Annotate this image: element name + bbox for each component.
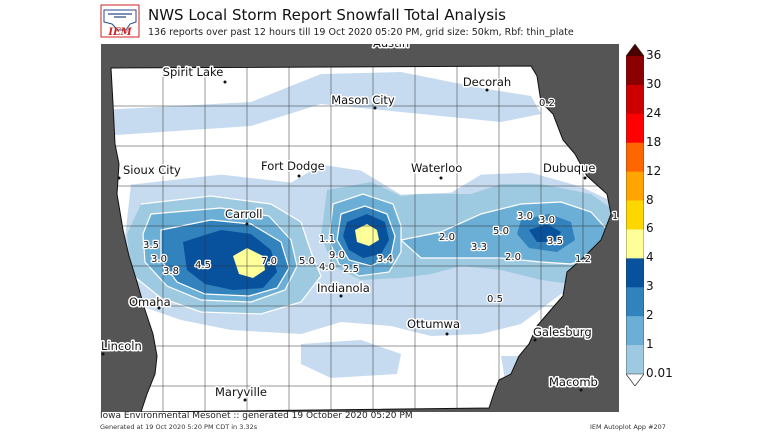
footer-generated: Generated at 19 Oct 2020 5:20 PM CDT in … <box>100 423 258 431</box>
colorbar-segment <box>626 113 644 144</box>
contour-label: 0.5 <box>487 294 503 305</box>
colorbar-segment <box>626 84 644 115</box>
contour-label: 2.0 <box>439 232 455 243</box>
footer-credit: Iowa Environmental Mesonet :: generated … <box>100 411 413 421</box>
city-marker <box>485 88 489 92</box>
colorbar-label: 2 <box>646 308 654 323</box>
iowa-outline <box>110 65 612 413</box>
contour-band-south <box>301 340 401 378</box>
colorbar-segment <box>626 316 644 346</box>
contour-label: 3.4 <box>377 254 393 265</box>
contour-label: 2.0 <box>505 252 521 263</box>
colorbar <box>625 43 645 387</box>
colorbar-segment <box>626 200 644 230</box>
contour-band-6-west <box>233 248 265 278</box>
colorbar-segment <box>626 287 644 317</box>
contour-label: 4.5 <box>195 260 211 271</box>
city-label-galesburg: Galesburg <box>533 325 592 339</box>
contour-label: 1.2 <box>575 254 591 265</box>
snowfall-map: Spirit Lake Mason City Decorah Sioux City Fo… <box>100 35 620 413</box>
colorbar-segment <box>626 171 644 202</box>
contour-label: 1 <box>612 211 618 222</box>
county-lines <box>111 66 611 412</box>
colorbar-label: 6 <box>646 221 654 236</box>
page-subtitle: 136 reports over past 12 hours till 19 O… <box>148 27 574 38</box>
city-marker <box>297 174 301 178</box>
city-label-carroll: Carroll <box>225 207 263 221</box>
city-marker <box>445 332 449 336</box>
colorbar-label: 12 <box>646 163 662 178</box>
colorbar-top-arrow <box>626 44 644 56</box>
footer-app: IEM Autoplot App #207 <box>590 423 666 431</box>
colorbar-label: 36 <box>646 48 662 62</box>
contour-label: 0.2 <box>539 98 555 109</box>
city-label-macomb: Macomb <box>549 375 598 389</box>
contour-label: 3.3 <box>471 242 487 253</box>
city-marker <box>439 176 443 180</box>
colorbar-segment <box>626 345 644 375</box>
city-label-sioux-city: Sioux City <box>123 163 181 177</box>
city-label-fort-dodge: Fort Dodge <box>261 159 325 173</box>
contour-label: 3.0 <box>517 211 533 222</box>
colorbar-label: 3 <box>646 279 654 294</box>
city-marker <box>245 222 249 226</box>
city-marker <box>101 352 105 356</box>
city-label-ottumwa: Ottumwa <box>407 317 460 331</box>
iem-logo: IEM <box>100 4 140 38</box>
contour-label: 3.5 <box>143 240 159 251</box>
city-marker <box>579 388 583 392</box>
city-marker <box>533 338 537 342</box>
city-label-decorah: Decorah <box>463 75 511 89</box>
city-marker <box>243 398 247 402</box>
contour-label: 5.0 <box>493 226 509 237</box>
colorbar-segment <box>626 142 644 173</box>
city-marker <box>373 106 377 110</box>
contour-band-north <box>111 72 541 136</box>
city-marker <box>339 294 343 298</box>
colorbar-segment <box>626 56 644 86</box>
city-label-maryville: Maryville <box>215 385 267 399</box>
city-marker <box>117 176 121 180</box>
city-label-omaha: Omaha <box>129 295 171 309</box>
city-label-dubuque: Dubuque <box>543 161 595 175</box>
city-label-spirit-lake: Spirit Lake <box>163 65 224 79</box>
colorbar-label: 30 <box>646 76 662 91</box>
colorbar-label: 8 <box>646 192 654 207</box>
colorbar-label: 1 <box>646 337 654 352</box>
city-marker <box>223 80 227 84</box>
colorbar-segment <box>626 258 644 288</box>
contour-value-labels: 0.23.0 3.0 13.53.03.84.5 7.0 5.01.19.04.0 2.5… <box>142 97 620 307</box>
contour-label: 3.5 <box>547 236 563 247</box>
contour-label: 7.0 <box>261 256 277 267</box>
colorbar-label: 18 <box>646 134 662 149</box>
contour-label: 2.5 <box>343 264 359 275</box>
city-label-waterloo: Waterloo <box>411 161 462 175</box>
city-label-indianola: Indianola <box>317 281 370 295</box>
colorbar-label: 0.01 <box>646 366 673 380</box>
contour-label: 9.0 <box>329 250 345 261</box>
contour-label: 1.1 <box>319 234 335 245</box>
city-label-mason-city: Mason City <box>331 93 395 107</box>
contour-label: 4.0 <box>319 262 335 273</box>
colorbar-bottom-arrow <box>625 373 645 387</box>
city-marker <box>583 176 587 180</box>
contour-label: 3.8 <box>163 266 179 277</box>
contour-label: 5.0 <box>299 256 315 267</box>
page-title: NWS Local Storm Report Snowfall Total An… <box>148 6 506 24</box>
colorbar-label: 4 <box>646 250 654 265</box>
city-marker <box>157 306 161 310</box>
contour-label: 3.0 <box>539 215 555 226</box>
colorbar-label: 24 <box>646 105 662 120</box>
map-svg: Spirit Lake Mason City Decorah Sioux City Fo… <box>100 35 620 413</box>
contour-band-5-east <box>529 224 561 242</box>
contour-label: 3.0 <box>151 254 167 265</box>
city-label-austin: Austin <box>373 44 409 50</box>
logo-text: IEM <box>107 27 132 38</box>
colorbar-segment <box>626 229 644 259</box>
city-label-lincoln: Lincoln <box>101 339 142 353</box>
